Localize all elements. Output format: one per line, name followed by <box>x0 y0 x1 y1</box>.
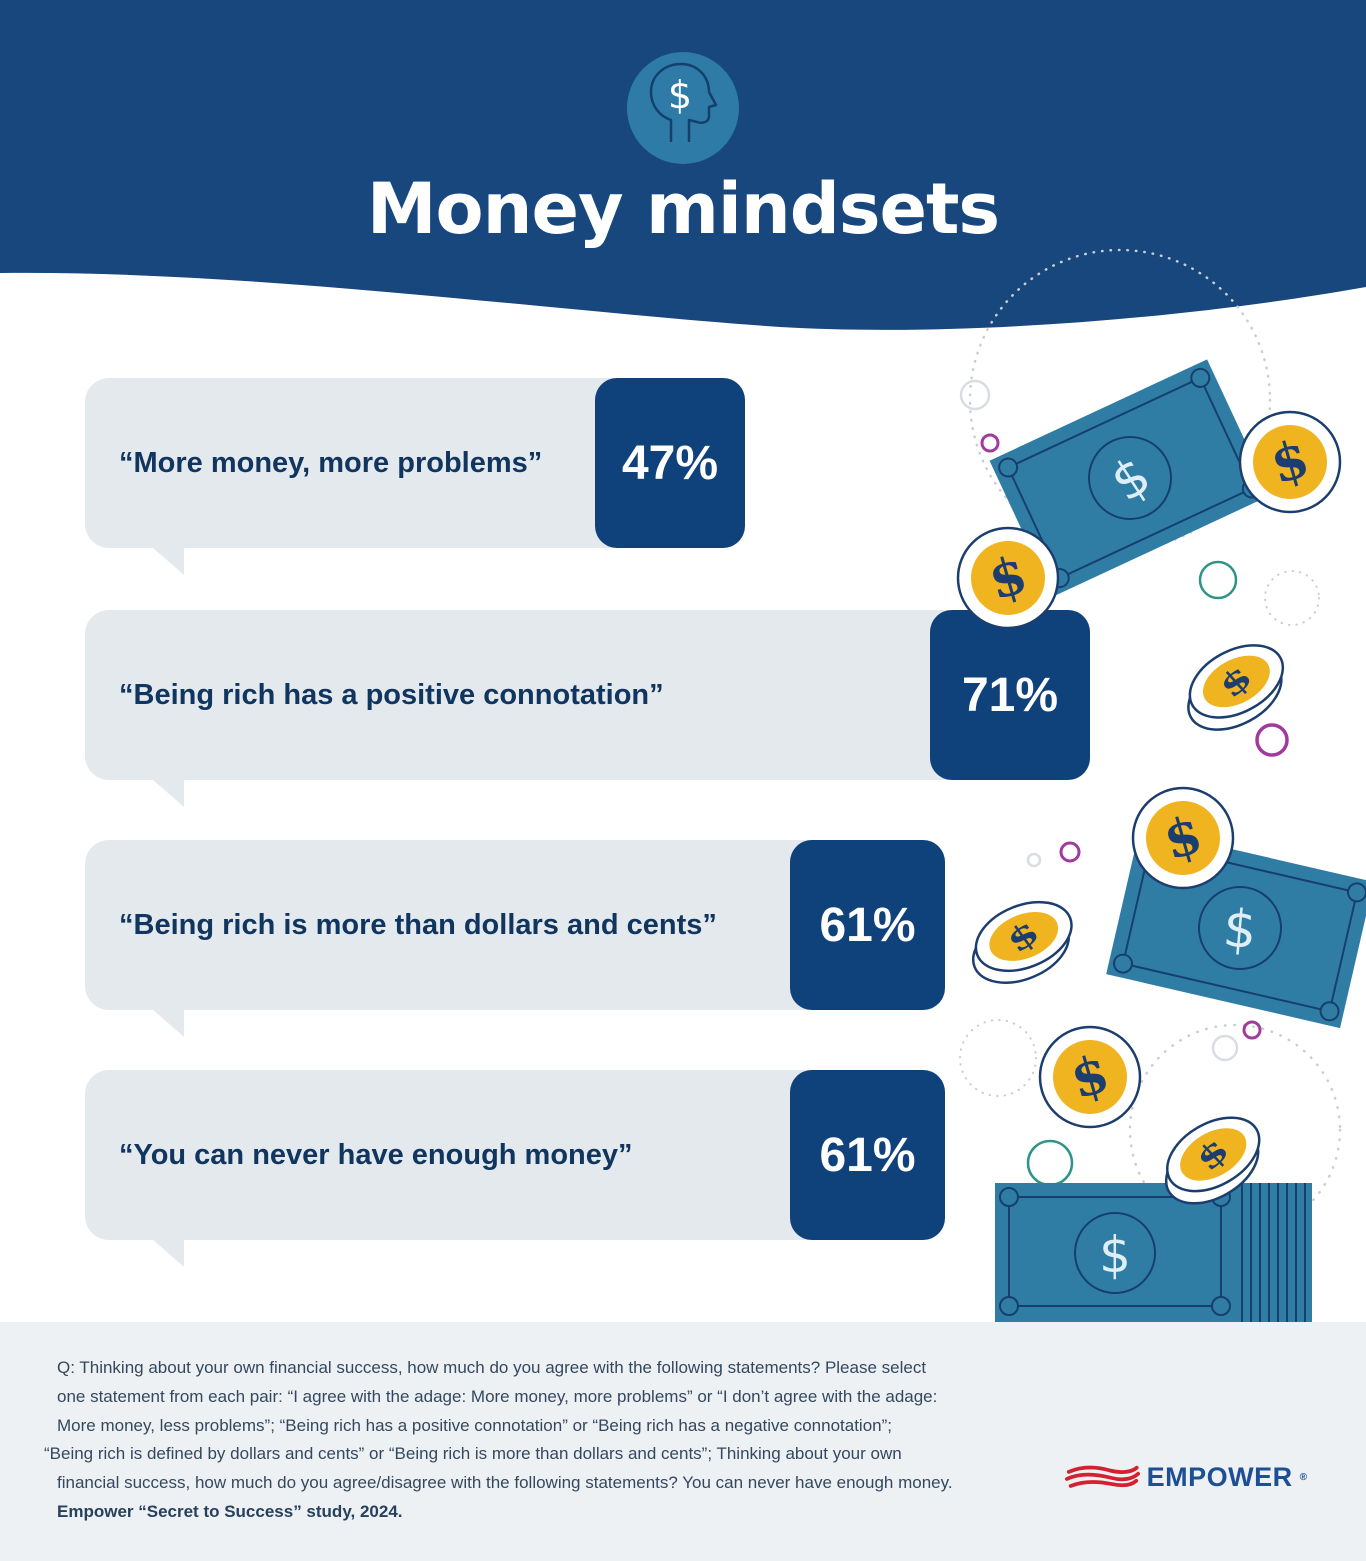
purple-ring-icon <box>1255 723 1289 757</box>
statement-bubble: “Being rich is more than dollars and cen… <box>85 840 945 1037</box>
footer-line: Q: Thinking about your own financial suc… <box>57 1358 927 1377</box>
speech-tail <box>152 779 184 807</box>
dollar-coin-icon <box>1238 410 1342 514</box>
dollar-bill-icon <box>1105 826 1366 1030</box>
dollar-coin-icon <box>1038 1025 1142 1129</box>
page-title: Money mindsets <box>366 168 1000 250</box>
teal-ring-icon <box>1026 1139 1074 1187</box>
empower-logo: EMPOWER ® <box>1064 1462 1307 1493</box>
footer-line: “Being rich is defined by dollars and ce… <box>44 1444 902 1464</box>
teal-ring-icon <box>1198 560 1238 600</box>
gray-ring-icon <box>959 379 991 411</box>
tilted-coin-icon <box>1147 1101 1279 1220</box>
dollar-glyph: $ <box>668 73 692 117</box>
footer-line: More money, less problems”; “Being rich … <box>57 1415 893 1435</box>
statement-bubble: “You can never have enough money” 61% <box>85 1070 945 1267</box>
purple-ring-icon <box>1059 841 1081 863</box>
speech-tail <box>152 547 184 575</box>
source-text: Empower “Secret to Success” study, 2024. <box>57 1501 403 1521</box>
value-badge: 47% <box>595 378 745 548</box>
gray-ring-icon <box>1026 852 1042 868</box>
statement-bubble: “More money, more problems” 47% <box>85 378 745 575</box>
registered-mark: ® <box>1299 1472 1307 1483</box>
svg-text:$: $ <box>1099 1226 1131 1284</box>
footer-line: one statement from each pair: “I agree w… <box>57 1386 938 1406</box>
dotted-circle <box>1128 1023 1342 1237</box>
dotted-circle <box>1264 570 1320 626</box>
header-wave-background <box>0 0 1366 330</box>
dollar-coin-icon <box>1131 786 1235 890</box>
survey-question-text: Q: Thinking about your own financial suc… <box>44 1354 953 1527</box>
footer: Q: Thinking about your own financial suc… <box>0 1322 1366 1561</box>
purple-ring-icon <box>1242 1020 1262 1040</box>
dollar-bill-icon <box>988 358 1272 598</box>
dotted-circle <box>959 1019 1037 1097</box>
gray-ring-icon <box>1211 1034 1239 1062</box>
statement-bubble: “Being rich has a positive connotation” … <box>85 610 1090 807</box>
bill-stack-icon: $ <box>995 1183 1312 1340</box>
statement-label: “Being rich has a positive connotation” <box>119 678 664 711</box>
empower-logo-text: EMPOWER <box>1146 1462 1293 1492</box>
statement-label: “Being rich is more than dollars and cen… <box>119 908 717 941</box>
purple-ring-icon <box>980 433 1000 453</box>
empower-flag-icon <box>1064 1465 1140 1488</box>
tilted-coin-icon <box>1170 629 1302 746</box>
statement-label: “You can never have enough money” <box>119 1138 633 1171</box>
footer-line: financial success, how much do you agree… <box>57 1473 953 1493</box>
tilted-coin-icon <box>958 887 1087 998</box>
value-badge: 61% <box>790 840 945 1010</box>
statement-label: “More money, more problems” <box>119 446 543 479</box>
value-badge: 71% <box>930 610 1090 780</box>
value-badge: 61% <box>790 1070 945 1240</box>
speech-tail <box>152 1239 184 1267</box>
speech-tail <box>152 1009 184 1037</box>
head-dollar-icon: $ <box>627 52 739 164</box>
